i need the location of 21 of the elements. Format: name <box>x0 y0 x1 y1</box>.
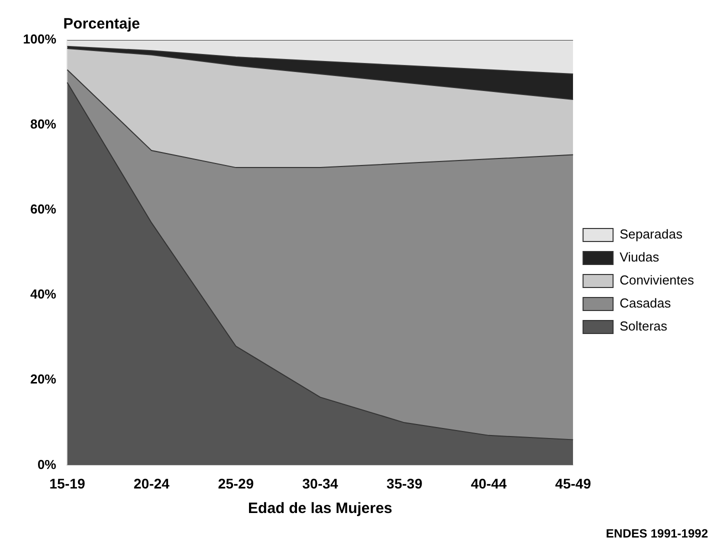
x-tick-label: 25-29 <box>218 475 254 492</box>
x-axis-title: Edad de las Mujeres <box>248 500 392 518</box>
x-tick-label: 15-19 <box>49 475 86 492</box>
legend-label: Viudas <box>620 250 660 265</box>
y-tick-label: 100% <box>23 32 57 47</box>
x-tick-label: 20-24 <box>134 475 170 492</box>
legend-label: Separadas <box>620 226 683 242</box>
y-tick-label: 0% <box>37 456 57 472</box>
y-axis-title: Porcentaje <box>63 16 140 33</box>
x-tick-label: 30-34 <box>302 475 338 492</box>
x-tick-label: 40-44 <box>470 475 507 492</box>
legend-label: Solteras <box>620 318 668 334</box>
y-tick-label: 60% <box>30 202 57 217</box>
y-tick-label: 20% <box>30 372 57 387</box>
legend-label: Convivientes <box>620 272 694 288</box>
x-tick-label: 45-49 <box>555 475 592 492</box>
y-tick-label: 80% <box>30 116 57 132</box>
text: ENDES 1991-1992 <box>606 526 708 540</box>
y-tick-label: 40% <box>30 286 57 302</box>
x-tick-label: 35-39 <box>386 475 423 492</box>
legend-label: Casadas <box>620 296 672 311</box>
